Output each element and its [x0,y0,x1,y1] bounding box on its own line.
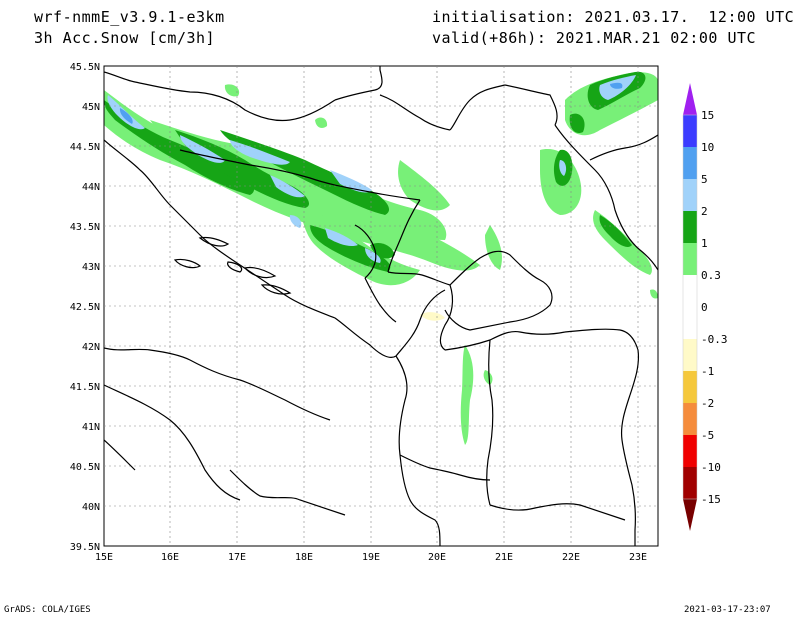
lat-label: 44.5N [70,142,100,153]
colorbar-segment [683,307,697,339]
lat-label: 43N [82,262,100,273]
title-valid-time: valid(+86h): 2021.MAR.21 02:00 UTC [432,29,757,47]
footer-timestamp: 2021-03-17-23:07 [684,605,771,615]
colorbar-label: 0 [701,301,708,314]
lat-label: 42N [82,342,100,353]
colorbar-segment [683,467,697,499]
colorbar-segment [683,243,697,275]
lat-label: 44N [82,182,100,193]
lon-label: 21E [495,552,513,563]
coastlines [104,66,658,546]
snow-field [104,71,658,445]
colorbar-segment [683,147,697,179]
lat-label: 39.5N [70,542,100,553]
colorbar-segment [683,435,697,467]
colorbar-label: 0.3 [701,269,721,282]
lon-label: 19E [362,552,380,563]
lon-label: 23E [629,552,647,563]
colorbar-cap-top [683,83,697,115]
lat-label: 45N [82,102,100,113]
latitude-labels: 45.5N 45N 44.5N 44N 43.5N 43N 42.5N 42N … [70,62,100,553]
footer-credit: GrADS: COLA/IGES [4,605,91,615]
longitude-labels: 15E 16E 17E 18E 19E 20E 21E 22E 23E [95,552,647,563]
lat-label: 43.5N [70,222,100,233]
colorbar-label: 10 [701,141,714,154]
lon-label: 18E [295,552,313,563]
colorbar-label: -2 [701,397,714,410]
colorbar-label: -5 [701,429,714,442]
colorbar-label: -0.3 [701,333,728,346]
colorbar-segment [683,371,697,403]
colorbar-label: 15 [701,109,714,122]
colorbar-segment [683,275,697,307]
colorbar-segment [683,339,697,371]
lon-label: 22E [562,552,580,563]
lon-label: 17E [228,552,246,563]
colorbar-segment [683,179,697,211]
colorbar-label: 2 [701,205,708,218]
colorbar-segment [683,211,697,243]
colorbar-label: -15 [701,493,721,506]
colorbar-outline [682,114,698,500]
colorbar-label: -1 [701,365,714,378]
title-initialisation: initialisation: 2021.03.17. 12:00 UTC [432,8,795,26]
lat-label: 40N [82,502,100,513]
map-grid [104,66,658,546]
lat-label: 45.5N [70,62,100,73]
colorbar-segment [683,403,697,435]
lon-label: 20E [428,552,446,563]
colorbar-label: 1 [701,237,708,250]
lat-label: 42.5N [70,302,100,313]
colorbar-label: -10 [701,461,721,474]
colorbar-cap-bottom [683,499,697,531]
lat-label: 41.5N [70,382,100,393]
title-model: wrf-nmmE_v3.9.1-e3km [34,8,225,26]
lon-label: 15E [95,552,113,563]
lat-label: 40.5N [70,462,100,473]
lon-label: 16E [161,552,179,563]
colorbar: 15 10 5 2 1 0.3 0 -0.3 -1 -2 -5 -10 -15 [682,83,728,531]
title-variable: 3h Acc.Snow [cm/3h] [34,29,216,47]
colorbar-segment [683,115,697,147]
colorbar-label: 5 [701,173,708,186]
lat-label: 41N [82,422,100,433]
